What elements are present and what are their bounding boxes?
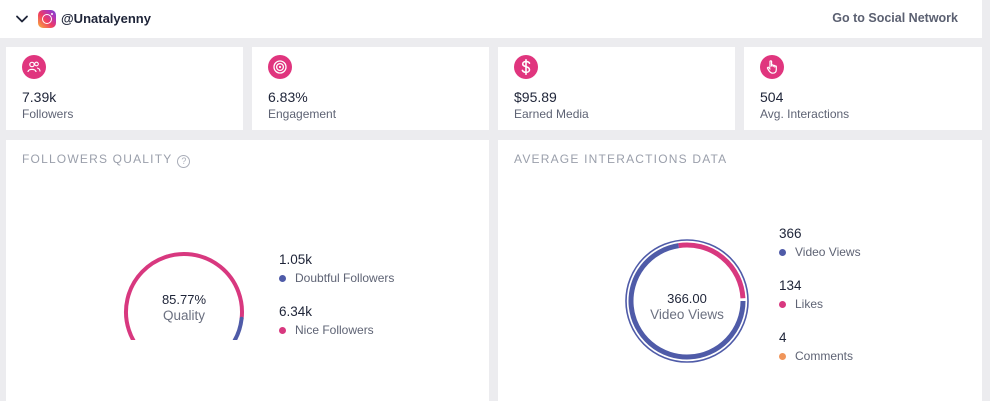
profile-handle: @Unatalyenny: [61, 11, 151, 26]
interactions-donut: [625, 239, 749, 363]
chevron-down-icon[interactable]: [14, 11, 30, 27]
legend-label: Nice Followers: [295, 323, 374, 337]
stat-label: Engagement: [268, 107, 337, 121]
quality-label: Quality: [162, 308, 206, 323]
legend-label: Doubtful Followers: [295, 271, 395, 285]
stat-card-earned-media: $95.89 Earned Media: [498, 47, 735, 130]
legend-item-video-views: 366 Video Views: [779, 226, 861, 259]
dollar-icon: [514, 55, 538, 79]
legend-swatch: [779, 352, 786, 360]
stat-value: 6.83%: [268, 89, 308, 105]
followers-quality-panel: FOLLOWERS QUALITY? 85.77% Quality 1.05k …: [6, 140, 489, 401]
legend-item-nice: 6.34k Nice Followers: [279, 304, 374, 337]
legend-item-likes: 134 Likes: [779, 278, 823, 311]
donut-arc-likes: [678, 242, 746, 299]
stat-card-followers: 7.39k Followers: [6, 47, 243, 130]
legend-value: 4: [779, 330, 787, 345]
stat-card-engagement: 6.83% Engagement: [252, 47, 489, 130]
gauge-arc-doubtful-followers: [232, 316, 244, 340]
legend-swatch: [779, 248, 786, 256]
donut-arc-video-views: [628, 243, 746, 360]
users-icon: [22, 55, 46, 79]
profile-header: @Unatalyenny Go to Social Network: [0, 0, 982, 38]
legend-value: 366: [779, 226, 802, 241]
stat-label: Followers: [22, 107, 74, 121]
legend-swatch: [279, 274, 286, 282]
go-to-social-network-link[interactable]: Go to Social Network: [832, 11, 958, 25]
legend-value: 6.34k: [279, 304, 313, 319]
target-icon: [268, 55, 292, 79]
panel-title-text: FOLLOWERS QUALITY: [22, 152, 173, 166]
donut-label: Video Views: [650, 307, 724, 322]
donut-outer-ring: [625, 239, 749, 363]
legend-label: Likes: [795, 297, 824, 311]
stat-value: 7.39k: [22, 89, 57, 105]
instagram-icon: [38, 10, 56, 28]
gauge-arc-nice-followers: [124, 252, 244, 340]
stat-card-avg-interactions: 504 Avg. Interactions: [744, 47, 982, 130]
gauge-center: 85.77% Quality: [134, 292, 234, 323]
average-interactions-panel: AVERAGE INTERACTIONS DATA 366.00 Video V…: [498, 140, 982, 401]
panel-title: AVERAGE INTERACTIONS DATA: [514, 152, 728, 166]
legend-item-doubtful: 1.05k Doubtful Followers: [279, 252, 394, 285]
stat-label: Earned Media: [514, 107, 589, 121]
legend-swatch: [279, 326, 286, 334]
legend-value: 1.05k: [279, 252, 313, 267]
stat-value: $95.89: [514, 89, 557, 105]
quality-gauge: [124, 252, 244, 340]
stat-value: 504: [760, 89, 784, 105]
legend-label: Comments: [795, 349, 854, 363]
help-icon[interactable]: ?: [177, 155, 191, 168]
hand-pointer-icon: [760, 55, 784, 79]
panel-title: FOLLOWERS QUALITY?: [22, 152, 191, 168]
legend-swatch: [779, 300, 786, 308]
legend-label: Video Views: [795, 245, 861, 259]
legend-value: 134: [779, 278, 802, 293]
donut-center: 366.00 Video Views: [637, 291, 737, 322]
legend-item-comments: 4 Comments: [779, 330, 853, 363]
donut-value: 366.00: [667, 291, 707, 306]
quality-percent: 85.77%: [161, 292, 207, 307]
stat-label: Avg. Interactions: [760, 107, 850, 121]
